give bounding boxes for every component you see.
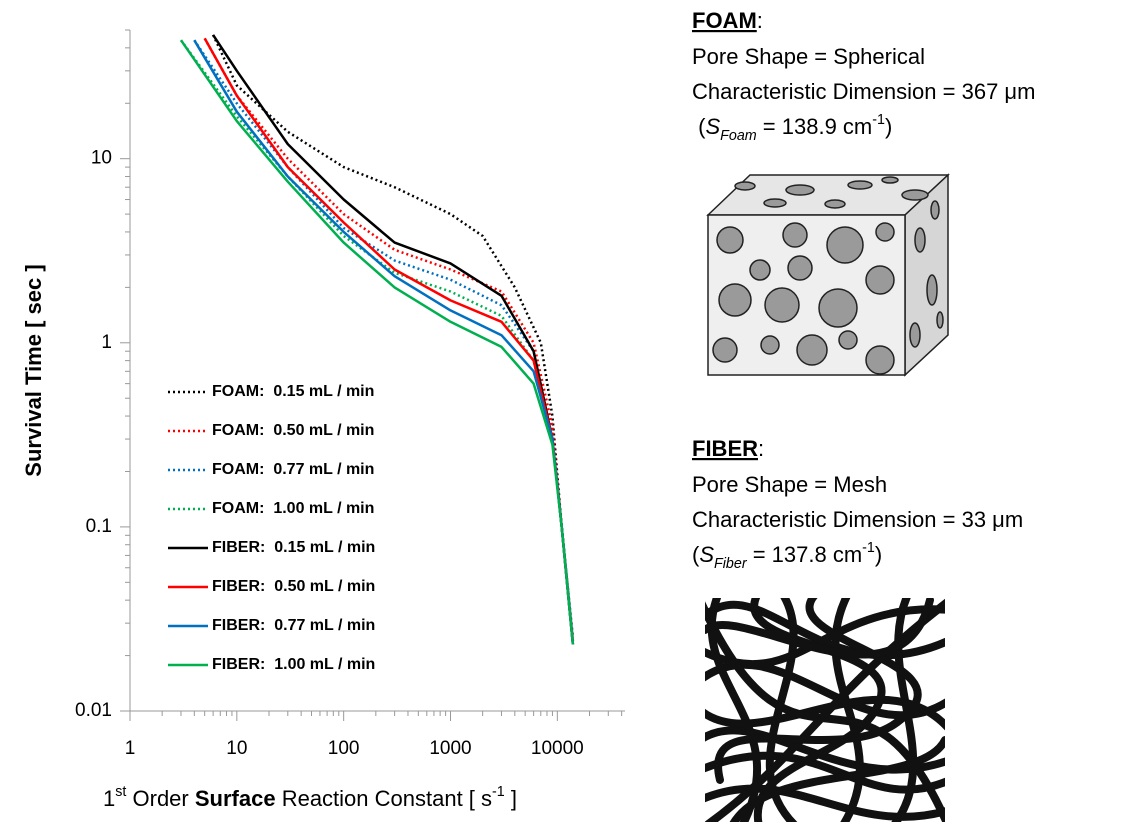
text-part: Surface [195, 786, 276, 811]
text-part: = 138.9 cm [757, 114, 873, 139]
fiber-illustration [705, 598, 945, 822]
text-part: S [705, 114, 720, 139]
x-tick-label: 10 [226, 738, 247, 759]
text-part: st [115, 784, 126, 800]
panel-line: Pore Shape = Spherical [692, 44, 925, 69]
text-part: Reaction Constant [ s [276, 786, 492, 811]
legend-label: FOAM: 0.50 mL / min [212, 422, 374, 439]
text-part: : [758, 436, 764, 461]
text-part: ) [875, 542, 882, 567]
panel-heading: FOAM: [692, 8, 763, 33]
x-tick-label: 100 [328, 738, 360, 759]
text-part: Characteristic Dimension = 367 μm [692, 79, 1035, 104]
text-part: -1 [862, 540, 875, 556]
y-tick-label: 0.1 [86, 516, 112, 537]
text-part: FOAM [692, 8, 757, 33]
series-line [203, 37, 575, 642]
legend-label: FIBER: 1.00 mL / min [212, 656, 375, 673]
text-part: Fiber [714, 556, 748, 572]
legend-label: FIBER: 0.15 mL / min [212, 539, 375, 556]
y-tick-label: 1 [101, 332, 112, 353]
text-part: Pore Shape = Spherical [692, 44, 925, 69]
panel-line: Characteristic Dimension = 33 μm [692, 507, 1023, 532]
y-tick-label: 10 [91, 148, 112, 169]
x-tick-label: 1 [125, 738, 136, 759]
series-line [179, 39, 575, 645]
legend-label: FOAM: 0.77 mL / min [212, 461, 374, 478]
series-line [193, 39, 575, 642]
legend-label: FOAM: 1.00 mL / min [212, 500, 374, 517]
text-part: -1 [492, 784, 505, 800]
panel-line: Pore Shape = Mesh [692, 472, 887, 497]
panel-heading: FIBER: [692, 436, 764, 461]
x-tick-label: 10000 [531, 738, 584, 759]
text-part: : [757, 8, 763, 33]
text-part: ( [692, 114, 706, 139]
x-tick-label: 1000 [429, 738, 471, 759]
text-part: Foam [720, 128, 757, 144]
y-axis-label: Survival Time [ sec ] [21, 264, 46, 476]
legend-label: FIBER: 0.77 mL / min [212, 617, 375, 634]
legend-label: FOAM: 0.15 mL / min [212, 383, 374, 400]
text-part: ) [885, 114, 892, 139]
x-axis-label: 1st Order Surface Reaction Constant [ s-… [103, 784, 517, 811]
legend-label: FIBER: 0.50 mL / min [212, 578, 375, 595]
text-part: 1 [103, 786, 115, 811]
text-part: -1 [872, 112, 885, 128]
y-tick-label: 0.01 [75, 700, 112, 721]
text-part: ] [505, 786, 517, 811]
text-part: S [699, 542, 714, 567]
text-part: FIBER [692, 436, 758, 461]
text-part: ( [692, 542, 700, 567]
text-part: Order [126, 786, 194, 811]
foam-illustration [706, 173, 950, 377]
panel-line: (SFiber = 137.8 cm-1) [692, 540, 882, 572]
text-part: Characteristic Dimension = 33 μm [692, 507, 1023, 532]
panel-line: (SFoam = 138.9 cm-1) [692, 112, 892, 144]
text-part: Pore Shape = Mesh [692, 472, 887, 497]
panel-line: Characteristic Dimension = 367 μm [692, 79, 1035, 104]
text-part: = 137.8 cm [747, 542, 863, 567]
